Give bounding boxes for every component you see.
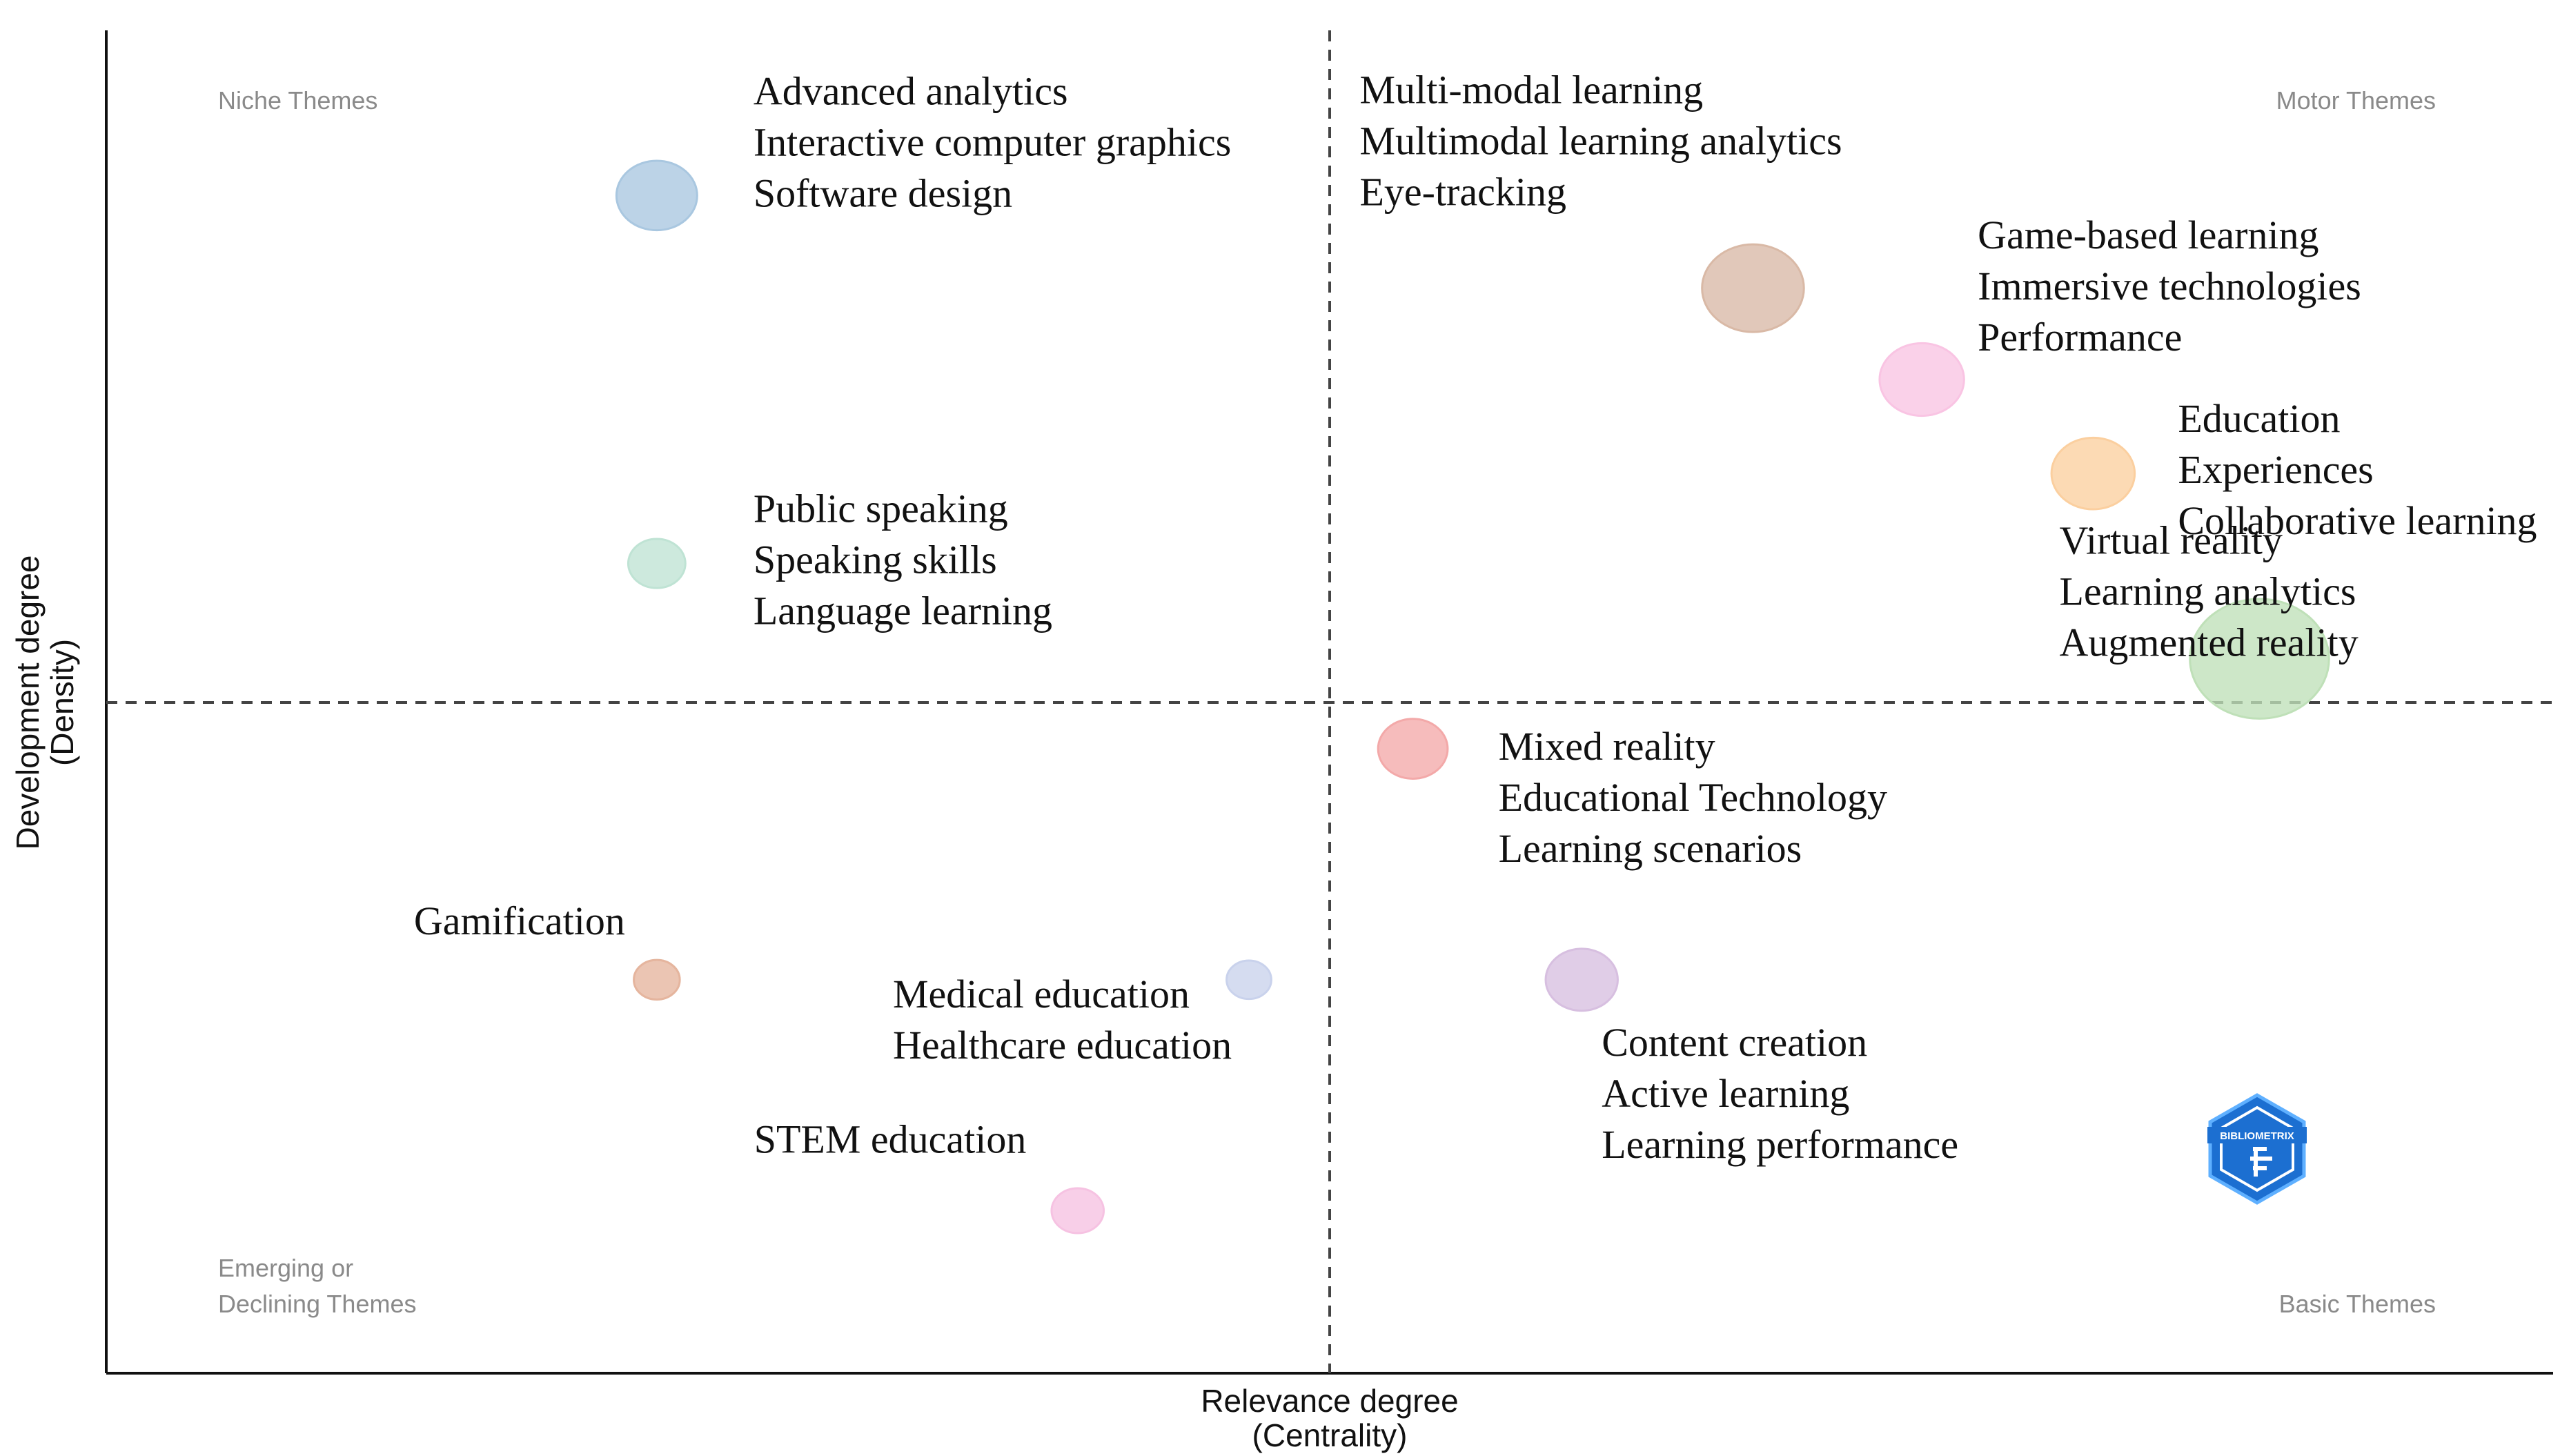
logo-banner [2207, 1127, 2307, 1143]
y-axis-subtitle: (Density) [44, 639, 80, 766]
cluster-word-label: Multi-modal learning [1359, 68, 1703, 112]
x-axis-subtitle: (Centrality) [1252, 1417, 1408, 1453]
y-axis-title: Development degree [10, 555, 46, 849]
cluster-word-label: Content creation [1602, 1020, 1867, 1065]
cluster-bubble [2050, 436, 2136, 511]
cluster-word-label: Virtual reality [2059, 518, 2282, 563]
cluster-bubble [1377, 718, 1449, 780]
cluster-word-label: Learning analytics [2059, 569, 2356, 614]
cluster-word-label: Medical education [893, 972, 1190, 1016]
cluster-word-label: Collaborative learning [2178, 498, 2537, 543]
logo-text: BIBLIOMETRIX [2220, 1130, 2294, 1142]
cluster-word-label: Learning performance [1602, 1122, 1958, 1167]
cluster-label-layer: Advanced analytics Interactive computer g… [414, 68, 2537, 1167]
cluster-word-label: Mixed reality [1499, 724, 1715, 769]
cluster-word-label: Learning scenarios [1499, 826, 1802, 871]
cluster-word-label: Advanced analytics [754, 68, 1068, 113]
cluster-bubble [2189, 598, 2330, 720]
x-axis-title: Relevance degree [1201, 1383, 1458, 1419]
cluster-word-label: Healthcare education [893, 1023, 1232, 1068]
cluster-word-label: Eye-tracking [1359, 170, 1566, 215]
cluster-bubble [1701, 243, 1805, 333]
bibliometrix-logo: BIBLIOMETRIX [2207, 1093, 2307, 1205]
cluster-word-label: Software design [754, 170, 1012, 215]
cluster-bubble [633, 958, 681, 1001]
cluster-word-label: Educational Technology [1499, 775, 1887, 820]
cluster-bubble [1225, 959, 1272, 1001]
cluster-bubble [615, 159, 698, 232]
bubble-layer [615, 159, 2330, 1234]
cluster-word-label: Immersive technologies [1978, 264, 2361, 308]
cluster-bubble [1878, 342, 1965, 417]
logo-mark [2250, 1147, 2272, 1177]
cluster-word-label: Multimodal learning analytics [1359, 119, 1842, 164]
cluster-word-label: Interactive computer graphics [754, 119, 1231, 164]
cluster-word-label: Gamification [414, 898, 625, 943]
cluster-word-label: Augmented reality [2059, 620, 2358, 665]
cluster-word-label: Public speaking [754, 486, 1008, 531]
cluster-word-label: STEM education [754, 1117, 1027, 1162]
cluster-bubble [1050, 1187, 1105, 1234]
cluster-bubble [1544, 947, 1619, 1012]
cluster-word-label: Experiences [2178, 447, 2373, 492]
quadrant-label-bottom-right: Basic Themes [2279, 1290, 2436, 1318]
cluster-word-label: Game-based learning [1978, 213, 2318, 257]
quadrant-label-top-left: Niche Themes [218, 86, 377, 115]
cluster-word-label: Active learning [1602, 1071, 1849, 1116]
cluster-word-label: Language learning [754, 589, 1052, 633]
cluster-bubble [627, 538, 687, 589]
cluster-word-label: Performance [1978, 315, 2182, 360]
quadrant-label-bottom-left-line2: Declining Themes [218, 1290, 416, 1318]
cluster-word-label: Speaking skills [754, 538, 997, 582]
quadrant-label-bottom-left-line1: Emerging or [218, 1254, 353, 1282]
quadrant-label-top-right: Motor Themes [2276, 86, 2436, 115]
cluster-word-label: Education [2178, 396, 2340, 441]
